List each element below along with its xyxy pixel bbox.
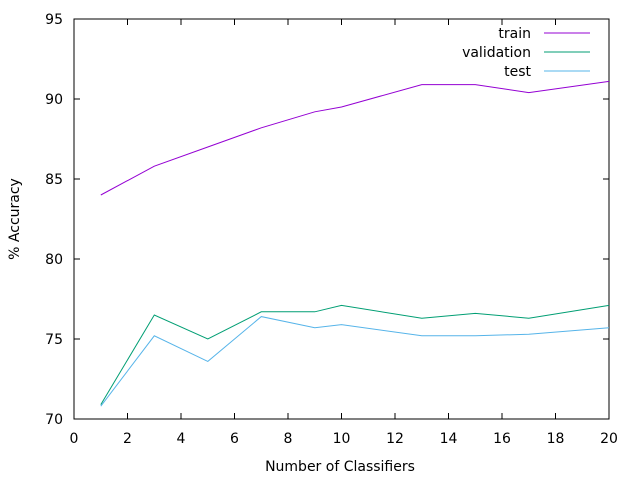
- x-tick-label: 2: [123, 431, 132, 447]
- x-tick-label: 18: [547, 431, 565, 447]
- y-axis-title: % Accuracy: [7, 178, 23, 260]
- x-tick-label: 4: [177, 431, 186, 447]
- y-tick-label: 90: [45, 92, 63, 108]
- legend-label-test: test: [504, 64, 531, 80]
- legend-label-validation: validation: [462, 45, 531, 61]
- series-lines: [100, 80, 610, 407]
- x-tick-label: 14: [440, 431, 458, 447]
- x-tick-label: 6: [230, 431, 239, 447]
- x-tick-labels: 0 2 4 6 8 10 12 14 16 18 20: [70, 431, 618, 447]
- y-tick-labels: 70 75 80 85 90 95: [45, 12, 63, 428]
- x-tick-label: 12: [386, 431, 404, 447]
- y-tick-label: 85: [45, 172, 63, 188]
- series-line-validation: [100, 304, 610, 405]
- x-axis-title: Number of Classifiers: [265, 459, 415, 475]
- x-tick-label: 20: [600, 431, 618, 447]
- series-line-train: [100, 80, 610, 196]
- x-tick-label: 8: [284, 431, 293, 447]
- legend: train validation test: [462, 26, 590, 80]
- y-tick-label: 70: [45, 412, 63, 428]
- x-tick-label: 0: [70, 431, 79, 447]
- y-tick-label: 75: [45, 332, 63, 348]
- y-tick-label: 80: [45, 252, 63, 268]
- axis-ticks: [73, 18, 610, 420]
- x-tick-label: 16: [493, 431, 511, 447]
- x-tick-label: 10: [333, 431, 351, 447]
- legend-label-train: train: [498, 26, 531, 42]
- series-line-test: [100, 316, 610, 407]
- y-tick-label: 95: [45, 12, 63, 28]
